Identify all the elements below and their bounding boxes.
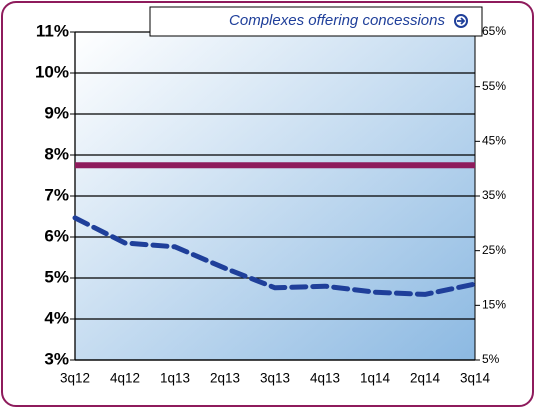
- y2-tick-label: 55%: [482, 79, 506, 93]
- x-tick-label: 1q13: [160, 371, 190, 386]
- y2-tick-label: 15%: [482, 298, 506, 312]
- x-tick-label: 4q13: [310, 371, 340, 386]
- y-tick-label: 7%: [44, 185, 69, 204]
- y-tick-label: 8%: [44, 144, 69, 163]
- x-tick-label: 1q14: [360, 371, 391, 386]
- y2-tick-label: 25%: [482, 243, 506, 257]
- x-tick-label: 3q13: [260, 371, 290, 386]
- y-tick-label: 10%: [35, 62, 69, 81]
- legend-icon: [454, 14, 468, 28]
- y-tick-label: 9%: [44, 103, 69, 122]
- series-line: [72, 215, 478, 297]
- marks: 3% 4% 5% 6% 7% 8% 9% 10% 11% 5% 15% 25% 35% 45% 55% 65%…: [35, 21, 506, 385]
- y-tick-label: 5%: [44, 267, 69, 286]
- y2-tick-label: 5%: [482, 352, 500, 366]
- legend-label: Complexes offering concessions: [229, 12, 445, 29]
- x-tick-label: 3q12: [60, 371, 90, 386]
- y-tick-label: 6%: [44, 226, 69, 245]
- y-tick-label: 4%: [44, 308, 69, 327]
- y2-tick-label: 45%: [482, 134, 506, 148]
- y2-tick-label: 65%: [482, 24, 506, 38]
- x-tick-label: 2q13: [210, 371, 240, 386]
- x-tick-label: 2q14: [410, 371, 441, 386]
- y2-tick-label: 35%: [482, 188, 506, 202]
- y-tick-label: 11%: [36, 21, 69, 40]
- x-tick-label: 4q12: [110, 371, 140, 386]
- legend-box: [149, 6, 483, 37]
- y-tick-label: 3%: [44, 349, 69, 368]
- x-tick-label: 3q14: [460, 371, 491, 386]
